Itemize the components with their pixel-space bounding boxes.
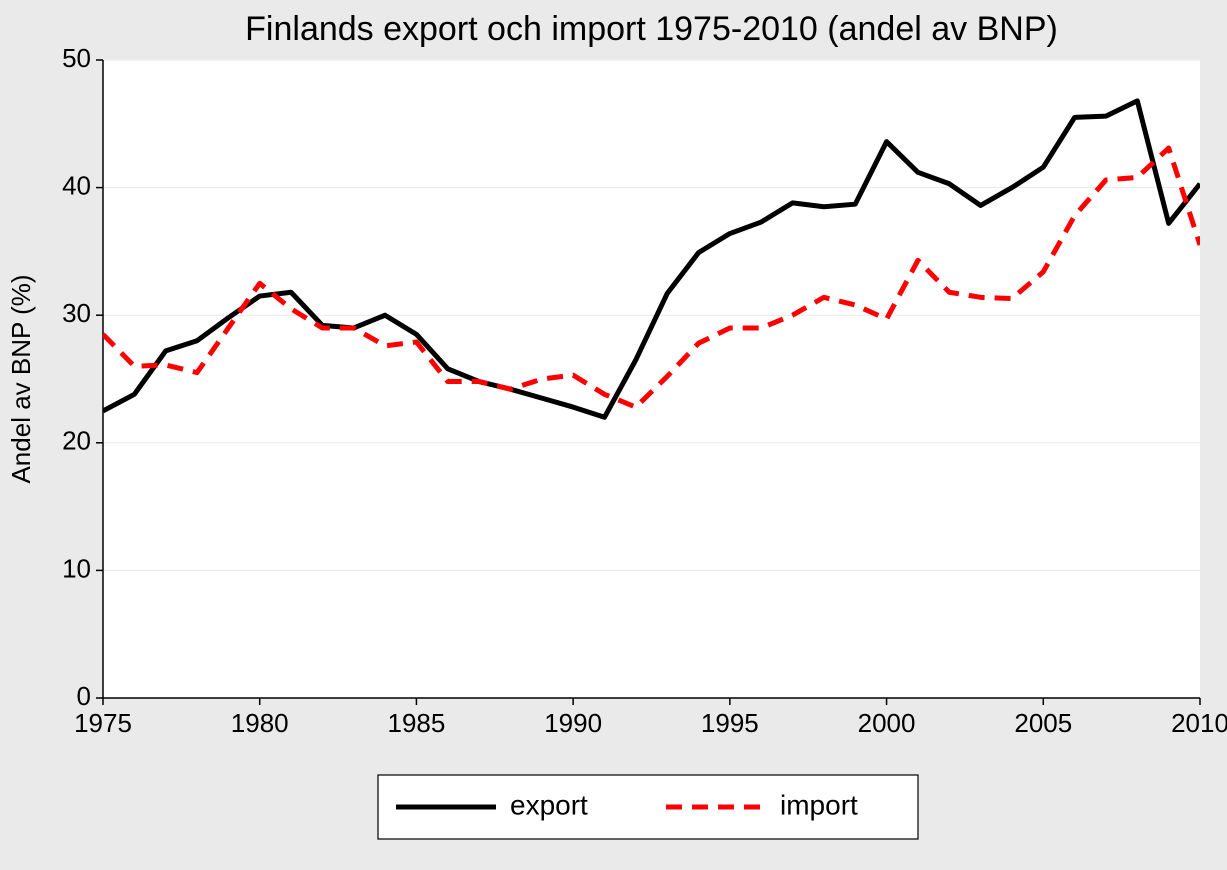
y-tick-label: 0	[77, 681, 91, 711]
x-tick-label: 1990	[544, 708, 602, 738]
y-axis-label: Andel av BNP (%)	[6, 274, 36, 483]
x-tick-label: 1975	[74, 708, 132, 738]
chart-container: 0 10 20 30 40 50 1975 1980 1985 1990 1995 2000 2005 2…	[0, 0, 1227, 870]
plot-background	[103, 60, 1200, 698]
legend-label-export: export	[510, 789, 588, 820]
y-tick-label: 20	[62, 426, 91, 456]
y-tick-label: 10	[62, 553, 91, 583]
legend-label-import: import	[780, 789, 858, 820]
x-tick-label: 1980	[231, 708, 289, 738]
x-tick-label: 2000	[858, 708, 916, 738]
y-tick-label: 50	[62, 43, 91, 73]
chart-svg: 0 10 20 30 40 50 1975 1980 1985 1990 1995 2000 2005 2…	[0, 0, 1227, 870]
y-tick-label: 40	[62, 170, 91, 200]
x-tick-label: 2010	[1171, 708, 1227, 738]
x-tick-label: 1985	[388, 708, 446, 738]
x-tick-label: 2005	[1014, 708, 1072, 738]
chart-title: Finlands export och import 1975-2010 (an…	[245, 10, 1058, 48]
x-tick-label: 1995	[701, 708, 759, 738]
y-tick-label: 30	[62, 298, 91, 328]
